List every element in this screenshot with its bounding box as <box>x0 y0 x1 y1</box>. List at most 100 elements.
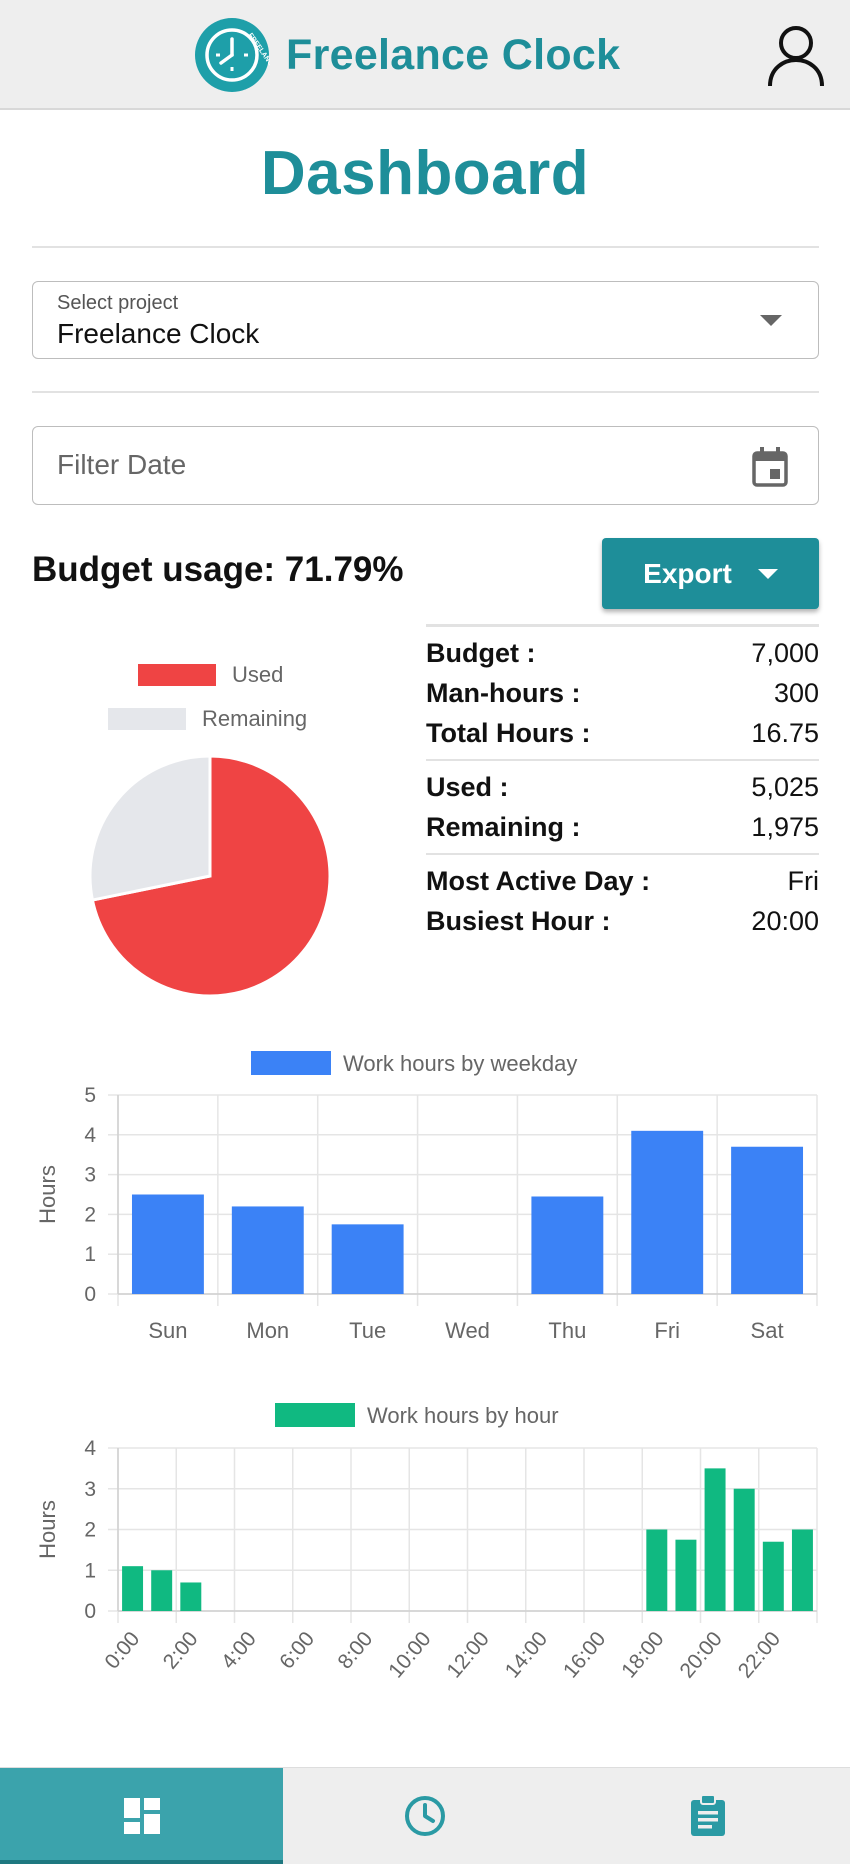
nav-time-tracker[interactable] <box>283 1768 566 1864</box>
x-tick-label: 16:00 <box>559 1627 610 1682</box>
bar-sun[interactable] <box>131 1194 204 1295</box>
nav-reports[interactable] <box>567 1768 850 1864</box>
y-axis-label: Hours <box>35 1165 60 1224</box>
export-label: Export <box>643 557 732 589</box>
bar-23-00[interactable] <box>791 1529 813 1612</box>
hourly-bar-chart: Work hours by hour 0 1 2 3 4 Hours 0:00 2:00 4:00… <box>35 1403 818 1682</box>
clock-logo-icon: FREELANCE <box>195 18 270 92</box>
calendar-icon[interactable] <box>750 445 790 489</box>
bar-21-00[interactable] <box>733 1488 755 1611</box>
y-tick-label: 4 <box>84 1437 96 1460</box>
x-tick-label: 0:00 <box>100 1627 144 1673</box>
legend-swatch-remaining <box>108 708 186 730</box>
budget-usage-text: Budget usage: 71.79% <box>32 550 404 589</box>
date-filter-input[interactable]: Filter Date <box>32 426 819 505</box>
bar-22-00[interactable] <box>762 1541 784 1611</box>
y-tick-label: 0 <box>84 1600 96 1623</box>
stat-label: Busiest Hour : <box>426 905 611 936</box>
stat-label: Budget : <box>426 637 536 668</box>
legend-item-used[interactable]: Used <box>138 662 283 688</box>
app-title: Freelance Clock <box>286 30 621 79</box>
stat-value: 16.75 <box>751 717 819 748</box>
bar-2-00[interactable] <box>180 1582 202 1611</box>
budget-stats: Budget : 7,000 Man-hours : 300 Total Hou… <box>426 624 819 947</box>
legend-item-remaining[interactable]: Remaining <box>108 706 307 732</box>
bar-sat[interactable] <box>731 1146 804 1294</box>
chart-legend[interactable]: Work hours by hour <box>275 1403 559 1428</box>
bottom-nav <box>0 1767 850 1864</box>
stat-value: 1,975 <box>751 811 819 842</box>
legend-swatch <box>275 1403 355 1427</box>
select-project-value: Freelance Clock <box>57 318 260 349</box>
legend-swatch <box>251 1051 331 1075</box>
bar-19-00[interactable] <box>675 1539 697 1611</box>
stat-label: Total Hours : <box>426 717 591 748</box>
stat-row-busiest-hour: Busiest Hour : 20:00 <box>426 901 819 941</box>
x-tick-label: 12:00 <box>442 1627 493 1682</box>
bar-thu[interactable] <box>531 1196 604 1294</box>
divider <box>32 246 819 248</box>
x-tick-label: Sun <box>148 1318 187 1343</box>
stat-group-usage: Used : 5,025 Remaining : 1,975 <box>426 761 819 855</box>
x-tick-label: 2:00 <box>159 1627 203 1673</box>
stat-label: Remaining : <box>426 811 581 842</box>
select-project-label: Select project <box>57 292 179 314</box>
stat-row-manhours: Man-hours : 300 <box>426 673 819 713</box>
caret-down-icon <box>757 568 778 579</box>
profile-icon[interactable] <box>766 24 826 88</box>
y-tick-label: 3 <box>84 1478 96 1501</box>
legend-swatch-used <box>138 664 216 686</box>
dropdown-arrow-icon[interactable] <box>760 315 782 326</box>
budget-pie-chart: Used Remaining <box>40 650 380 1010</box>
stat-value: 7,000 <box>751 637 819 668</box>
bar-1-00[interactable] <box>151 1570 173 1611</box>
stat-row-total-hours: Total Hours : 16.75 <box>426 713 819 753</box>
stat-group-budget: Budget : 7,000 Man-hours : 300 Total Hou… <box>426 627 819 761</box>
bar-18-00[interactable] <box>646 1529 668 1612</box>
x-tick-label: 8:00 <box>333 1627 377 1673</box>
legend-label-remaining: Remaining <box>202 706 308 731</box>
x-tick-label: 14:00 <box>501 1627 552 1682</box>
x-tick-label: Sat <box>751 1318 784 1343</box>
legend-label: Work hours by weekday <box>343 1051 577 1076</box>
bar-tue[interactable] <box>331 1224 404 1294</box>
bar-20-00[interactable] <box>704 1468 726 1611</box>
x-tick-label: Wed <box>445 1318 490 1343</box>
pie-svg <box>88 754 332 998</box>
x-tick-label: 22:00 <box>734 1627 785 1682</box>
y-tick-label: 1 <box>84 1243 96 1266</box>
brand[interactable]: FREELANCE Freelance Clock <box>194 16 620 94</box>
bar-mon[interactable] <box>231 1206 304 1294</box>
nav-dashboard[interactable] <box>0 1768 284 1864</box>
x-tick-label: Fri <box>654 1318 680 1343</box>
x-tick-label: 10:00 <box>384 1627 435 1682</box>
legend-label-used: Used <box>232 662 284 687</box>
stat-group-activity: Most Active Day : Fri Busiest Hour : 20:… <box>426 855 819 947</box>
y-tick-label: 3 <box>84 1164 96 1187</box>
x-tick-label: Mon <box>246 1318 289 1343</box>
weekday-bar-chart: Work hours by weekday 0 1 2 3 4 5 Hours Sun Mon Tu… <box>35 1051 818 1343</box>
bar-0-00[interactable] <box>122 1566 144 1611</box>
stat-label: Most Active Day : <box>426 865 651 896</box>
chart-legend[interactable]: Work hours by weekday <box>251 1051 577 1076</box>
bar-fri[interactable] <box>631 1130 704 1294</box>
stat-row-budget: Budget : 7,000 <box>426 633 819 673</box>
stat-value: 20:00 <box>751 905 819 936</box>
project-select[interactable]: Select project Freelance Clock <box>32 281 819 359</box>
stat-row-active-day: Most Active Day : Fri <box>426 861 819 901</box>
y-tick-label: 2 <box>84 1519 96 1542</box>
export-button[interactable]: Export <box>602 538 819 609</box>
x-tick-label: 4:00 <box>217 1627 261 1673</box>
legend-label: Work hours by hour <box>367 1403 559 1428</box>
stat-label: Used : <box>426 771 509 802</box>
x-tick-label: Tue <box>349 1318 386 1343</box>
stat-row-used: Used : 5,025 <box>426 767 819 807</box>
x-tick-label: 20:00 <box>675 1627 726 1682</box>
stat-value: 5,025 <box>751 771 819 802</box>
date-filter-placeholder: Filter Date <box>57 449 187 480</box>
y-tick-label: 2 <box>84 1203 96 1226</box>
stat-value: 300 <box>773 677 819 708</box>
pie-slice-remaining[interactable] <box>88 754 212 902</box>
x-tick-label: Thu <box>548 1318 586 1343</box>
y-tick-label: 4 <box>84 1124 96 1147</box>
